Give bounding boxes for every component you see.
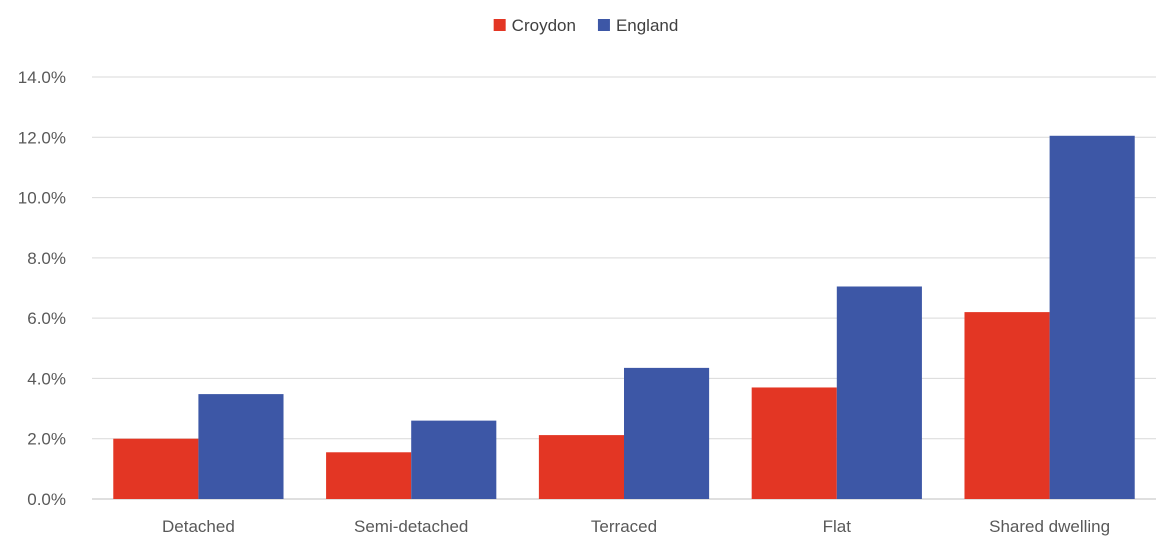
- y-tick-label: 10.0%: [18, 189, 66, 208]
- y-tick-label: 8.0%: [27, 249, 66, 268]
- bars: [113, 135, 1135, 499]
- x-tick-label: Detached: [162, 517, 235, 536]
- bar-england: [624, 367, 710, 499]
- legend-label: England: [616, 16, 678, 35]
- bar-england: [411, 420, 497, 499]
- bar-croydon: [964, 312, 1050, 499]
- y-tick-label: 4.0%: [27, 369, 66, 388]
- y-tick-label: 14.0%: [18, 68, 66, 87]
- bar-croydon: [113, 438, 199, 499]
- bar-england: [198, 394, 284, 499]
- bar-england: [1049, 135, 1135, 499]
- x-tick-label: Shared dwelling: [989, 517, 1110, 536]
- x-tick-label: Flat: [823, 517, 852, 536]
- chart-legend: Croydon England: [493, 16, 678, 35]
- bar-england: [836, 286, 922, 499]
- y-axis-ticks: 0.0% 2.0% 4.0% 6.0% 8.0% 10.0% 12.0% 14.0%: [18, 68, 66, 509]
- y-tick-label: 12.0%: [18, 128, 66, 147]
- legend-swatch: [597, 19, 610, 31]
- x-tick-label: Terraced: [591, 517, 657, 536]
- legend-label: Croydon: [512, 16, 576, 35]
- bar-croydon: [751, 387, 837, 499]
- y-tick-label: 6.0%: [27, 309, 66, 328]
- bar-croydon: [326, 452, 412, 499]
- bar-croydon: [538, 435, 624, 499]
- y-tick-label: 0.0%: [27, 490, 66, 509]
- y-tick-label: 2.0%: [27, 430, 66, 449]
- x-tick-label: Semi-detached: [354, 517, 468, 536]
- x-axis-ticks: Detached Semi-detached Terraced Flat Shared …: [162, 517, 1110, 536]
- legend-swatch: [493, 19, 506, 31]
